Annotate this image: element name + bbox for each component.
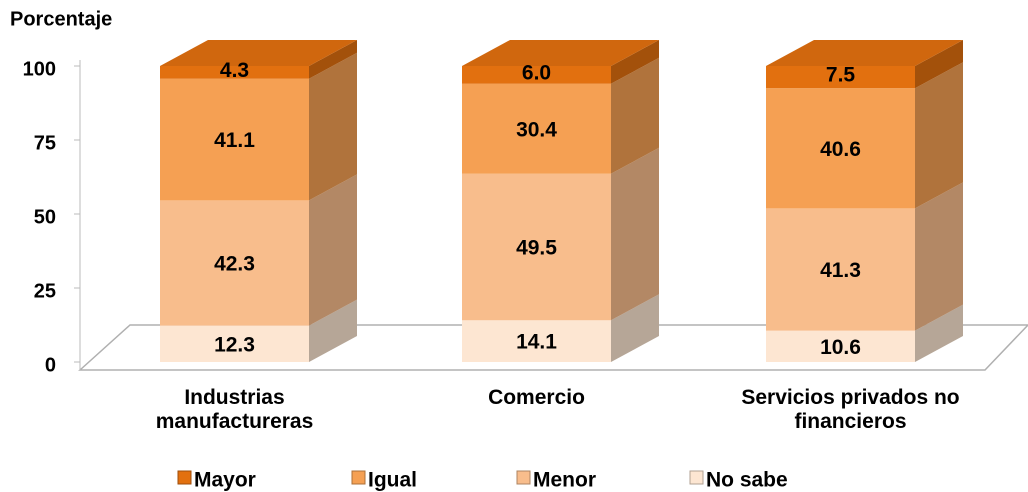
legend-label: Mayor [194,469,256,492]
bar-front [160,66,309,79]
bar-segment [160,299,357,362]
bar-segment [462,147,659,321]
bar-front [462,320,611,362]
y-tick-label: 25 [34,280,56,302]
bar-side [611,294,659,362]
bar-top [160,40,357,66]
legend-swatch [689,470,704,485]
y-axis-title: Porcentaje [10,8,112,30]
value-label: 12.3 [214,333,255,356]
bar-segment [462,40,659,84]
bar-front [766,330,915,362]
y-tick-label: 50 [34,206,56,228]
x-tick-label: Comercio [488,386,585,409]
value-label: 30.4 [516,118,557,141]
x-tick-label: Servicios privados no financieros [741,386,960,433]
value-label: 4.3 [220,59,249,82]
bar-segment [766,182,963,331]
bar-front [766,88,915,209]
value-label: 10.6 [820,336,861,359]
bar-side [915,40,963,89]
x-tick-label: Industrias manufactureras [155,386,314,433]
legend-label: Igual [368,469,417,492]
bar-segment [766,62,963,209]
bar-segment [462,57,659,174]
bar-segment [766,304,963,362]
y-tick-label: 0 [45,354,56,376]
value-label: 49.5 [516,237,557,260]
bar-front [160,200,309,326]
bar-segment [160,52,357,201]
y-tick-label: 75 [34,132,56,154]
bar-side [611,147,659,321]
value-label: 42.3 [214,253,255,276]
bar-side [611,57,659,174]
bar-front [462,173,611,321]
bar-segment [160,40,357,79]
bar-side [915,62,963,209]
bar-side [915,182,963,331]
value-label: 40.6 [820,138,861,161]
bar-segment [766,40,963,89]
bar-front [766,66,915,89]
y-tick-label: 100 [23,58,56,80]
legend-swatch [516,470,531,485]
bar-side [915,304,963,362]
bar-side [309,40,357,79]
value-label: 41.3 [820,259,861,282]
bar-front [766,208,915,331]
bar-side [309,299,357,362]
bar-top [462,40,659,66]
bar-segment [462,294,659,362]
legend-label: No sabe [706,469,788,492]
bar-front [462,66,611,84]
value-label: 14.1 [516,331,557,354]
legend-swatch [351,470,366,485]
bar-side [611,40,659,84]
legend-label: Menor [533,469,596,492]
bar-front [160,325,309,362]
legend-swatch [177,470,192,485]
value-label: 41.1 [214,129,255,152]
bar-top [766,40,963,66]
value-label: 6.0 [522,61,551,84]
bar-side [309,52,357,201]
bar-front [160,78,309,201]
bar-side [309,174,357,326]
bar-segment [160,174,357,326]
value-label: 7.5 [826,64,856,87]
bar-front [462,83,611,174]
